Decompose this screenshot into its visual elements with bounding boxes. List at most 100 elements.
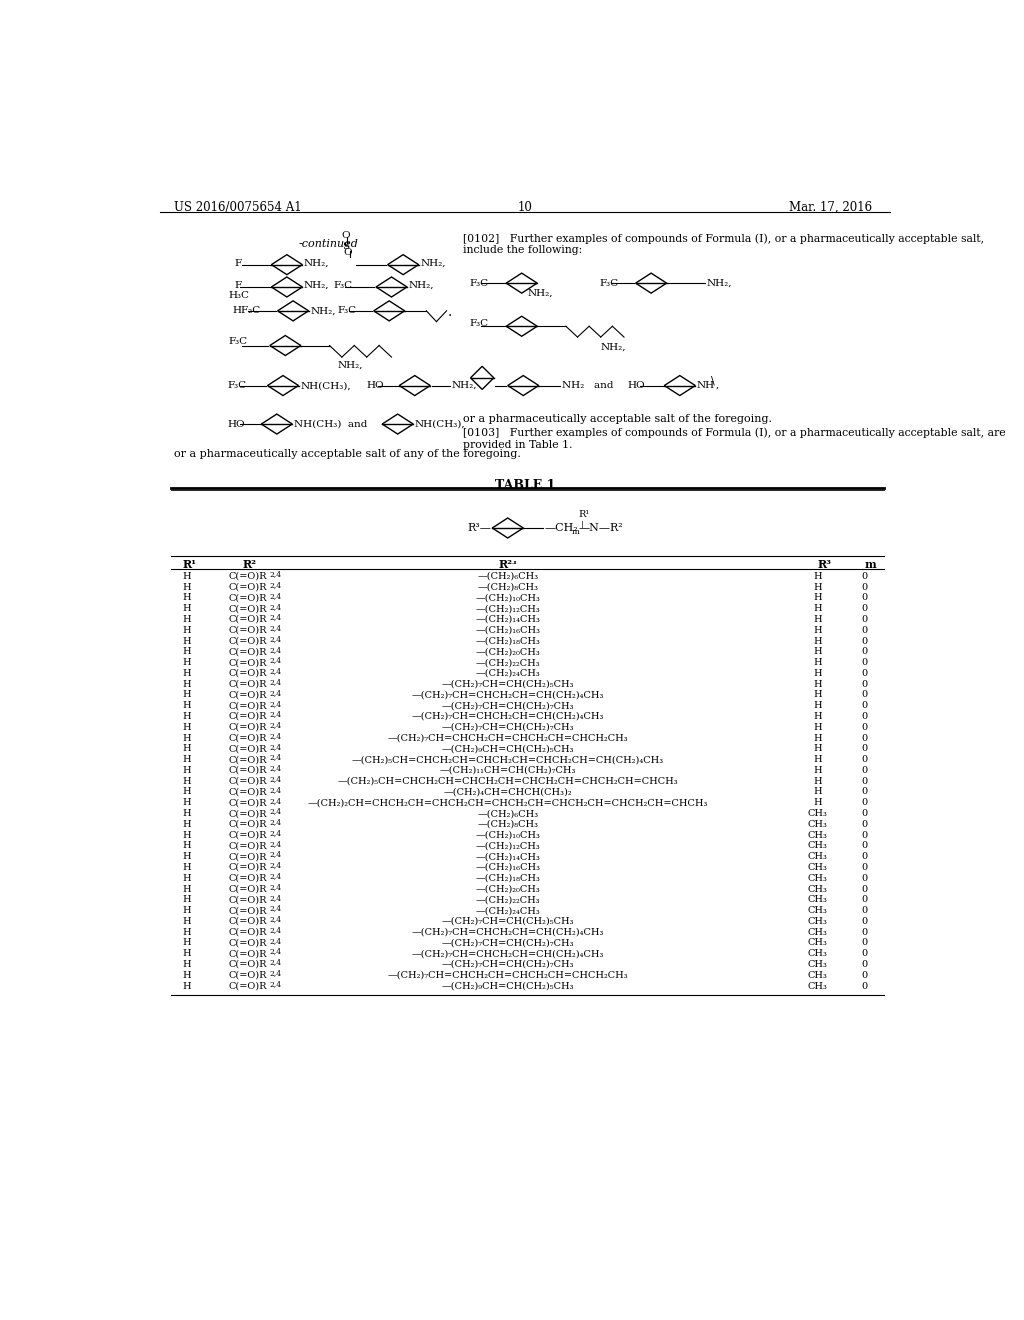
Text: F₃C: F₃C [227,381,247,389]
Text: C(=O)R: C(=O)R [228,853,267,861]
Text: 0: 0 [861,776,867,785]
Text: H: H [813,776,822,785]
Text: —(CH₂)₁₂CH₃: —(CH₂)₁₂CH₃ [475,605,540,614]
Text: H: H [182,949,190,958]
Text: —(CH₂)₄CH=CHCH(CH₃)₂: —(CH₂)₄CH=CHCH(CH₃)₂ [443,788,572,796]
Text: H: H [182,659,190,667]
Text: 2,4: 2,4 [269,937,282,945]
Text: 2,4: 2,4 [269,603,282,611]
Text: H: H [182,701,190,710]
Text: 2,4: 2,4 [269,883,282,891]
Text: CH₃: CH₃ [808,863,827,873]
Text: 0: 0 [861,680,867,689]
Text: 2,4: 2,4 [269,733,282,741]
Text: NH₂,: NH₂, [420,259,445,268]
Text: —(CH₂)₁₈CH₃: —(CH₂)₁₈CH₃ [475,636,541,645]
Text: NH₂,: NH₂, [601,343,627,351]
Text: 2,4: 2,4 [269,581,282,589]
Text: 2,4: 2,4 [269,850,282,858]
Text: C(=O)R: C(=O)R [228,755,267,764]
Text: C(=O)R: C(=O)R [228,605,267,614]
Text: 0: 0 [861,906,867,915]
Text: C(=O)R: C(=O)R [228,701,267,710]
Text: H: H [813,701,822,710]
Text: —(CH₂)₁₀CH₃: —(CH₂)₁₀CH₃ [475,830,541,840]
Text: H: H [813,766,822,775]
Text: R²ʴ: R²ʴ [499,558,517,570]
Text: —(CH₂)₁₄CH₃: —(CH₂)₁₄CH₃ [475,615,541,624]
Text: —(CH₂)₁₂CH₃: —(CH₂)₁₂CH₃ [475,841,540,850]
Text: 0: 0 [861,723,867,731]
Text: CH₃: CH₃ [808,939,827,948]
Text: H: H [182,711,190,721]
Text: H: H [182,647,190,656]
Text: C(=O)R: C(=O)R [228,788,267,796]
Text: H: H [813,788,822,796]
Text: 0: 0 [861,647,867,656]
Text: ,: , [716,381,719,389]
Text: 2,4: 2,4 [269,645,282,653]
Text: H: H [182,874,190,883]
Text: F: F [234,259,242,268]
Text: H: H [182,636,190,645]
Text: CH₃: CH₃ [808,895,827,904]
Text: R¹: R¹ [579,511,590,519]
Text: [0102]   Further examples of compounds of Formula (I), or a pharmaceutically acc: [0102] Further examples of compounds of … [463,234,984,255]
Text: 0: 0 [861,734,867,743]
Text: NH₂,: NH₂, [310,306,336,315]
Text: C(=O)R: C(=O)R [228,809,267,818]
Text: F: F [234,281,242,290]
Text: H: H [182,830,190,840]
Text: \: \ [711,375,715,385]
Text: H: H [813,626,822,635]
Text: -continued: -continued [299,239,358,249]
Text: —(CH₂)₇CH=CH(CH₂)₅CH₃: —(CH₂)₇CH=CH(CH₂)₅CH₃ [441,680,574,689]
Text: —(CH₂)₂₀CH₃: —(CH₂)₂₀CH₃ [475,884,540,894]
Text: |: | [581,520,584,528]
Text: H: H [182,788,190,796]
Text: NH(CH₃)  and: NH(CH₃) and [294,420,368,429]
Text: 0: 0 [861,830,867,840]
Text: H: H [182,690,190,700]
Text: 2,4: 2,4 [269,904,282,912]
Text: 2,4: 2,4 [269,829,282,837]
Text: 2,4: 2,4 [269,775,282,783]
Text: H₃C: H₃C [228,290,250,300]
Text: —(CH₂)₂₂CH₃: —(CH₂)₂₂CH₃ [475,659,540,667]
Text: H: H [182,884,190,894]
Text: O: O [341,231,350,240]
Text: 2,4: 2,4 [269,700,282,708]
Text: H: H [182,928,190,937]
Text: F₃C: F₃C [469,319,488,329]
Text: m: m [571,528,580,536]
Text: C(=O)R: C(=O)R [228,906,267,915]
Text: 2,4: 2,4 [269,797,282,805]
Text: 10: 10 [517,201,532,214]
Text: H: H [182,572,190,581]
Text: 0: 0 [861,572,867,581]
Text: F₃C: F₃C [599,279,618,288]
Text: 0: 0 [861,605,867,614]
Text: H: H [813,647,822,656]
Text: C(=O)R: C(=O)R [228,582,267,591]
Text: 0: 0 [861,895,867,904]
Text: CH₃: CH₃ [808,906,827,915]
Text: 0: 0 [861,711,867,721]
Text: C(=O)R: C(=O)R [228,820,267,829]
Text: H: H [813,799,822,808]
Text: C(=O)R: C(=O)R [228,776,267,785]
Text: 0: 0 [861,594,867,602]
Text: CH₃: CH₃ [808,970,827,979]
Text: C(=O)R: C(=O)R [228,970,267,979]
Text: 2,4: 2,4 [269,948,282,956]
Text: or a pharmaceutically acceptable salt of the foregoing.: or a pharmaceutically acceptable salt of… [463,414,772,424]
Text: 0: 0 [861,788,867,796]
Text: —N—R²: —N—R² [579,523,623,533]
Text: .: . [449,305,453,319]
Text: 2,4: 2,4 [269,808,282,816]
Text: 0: 0 [861,917,867,925]
Text: 0: 0 [861,863,867,873]
Text: H: H [813,690,822,700]
Text: C(=O)R: C(=O)R [228,960,267,969]
Text: CH₃: CH₃ [808,809,827,818]
